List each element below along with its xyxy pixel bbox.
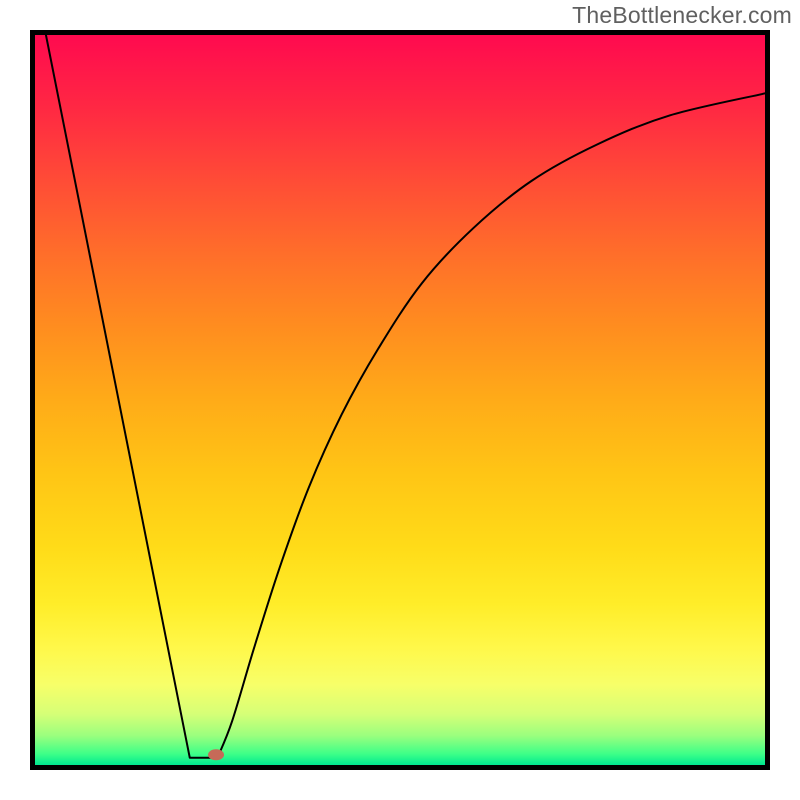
chart-container: TheBottlenecker.com [0, 0, 800, 800]
curve-layer [35, 35, 765, 765]
curve-path [46, 35, 765, 758]
minimum-marker [208, 749, 224, 760]
watermark-text: TheBottlenecker.com [572, 2, 792, 29]
plot-frame [30, 30, 770, 770]
